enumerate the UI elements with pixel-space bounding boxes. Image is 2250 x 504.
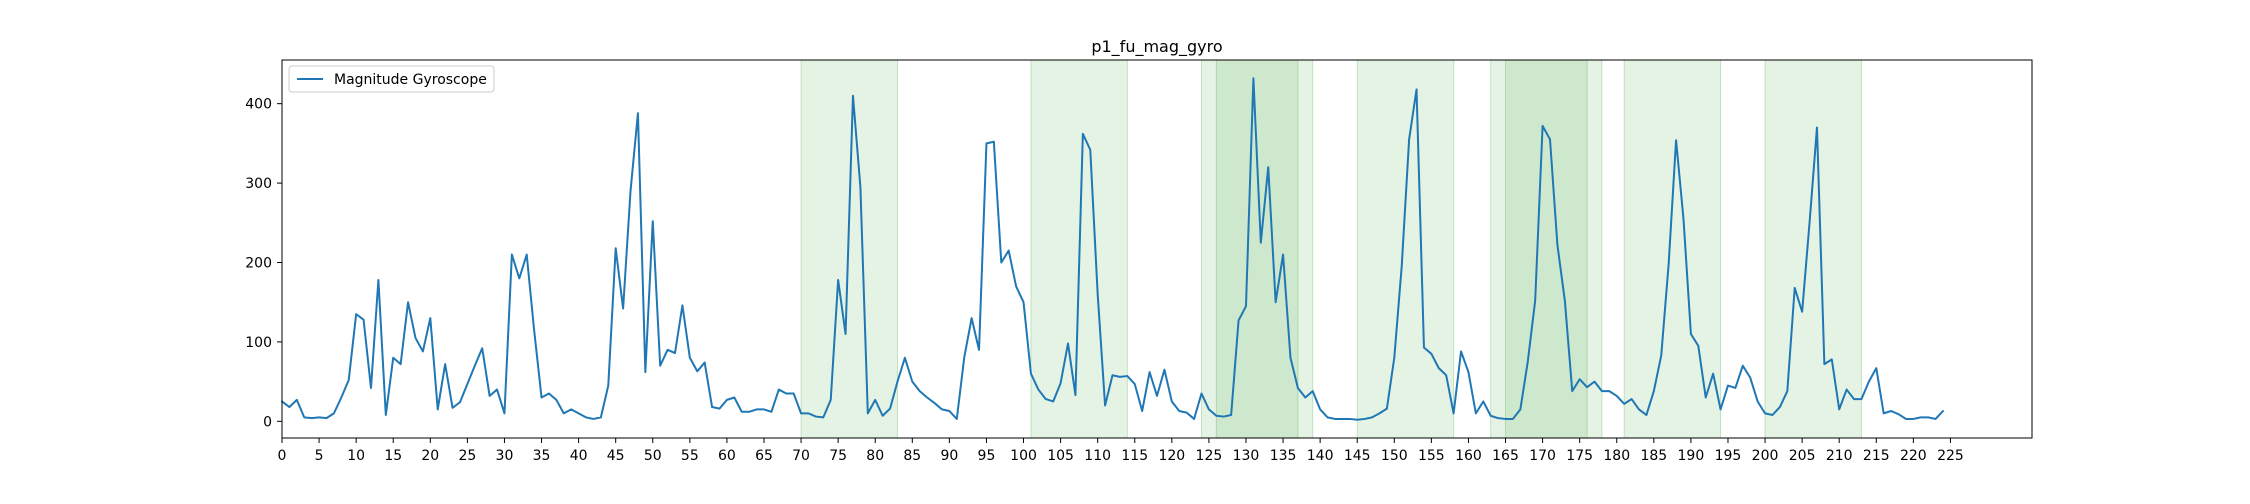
x-tick-label-40: 40 xyxy=(570,448,588,464)
x-tick-label-85: 85 xyxy=(903,448,921,464)
x-tick-label-140: 140 xyxy=(1307,448,1334,464)
x-tick-label-5: 5 xyxy=(315,448,324,464)
x-tick-label-190: 190 xyxy=(1678,448,1705,464)
shaded-region-0 xyxy=(800,59,898,439)
x-tick-label-225: 225 xyxy=(1937,448,1964,464)
x-tick-label-165: 165 xyxy=(1492,448,1519,464)
x-tick-label-45: 45 xyxy=(607,448,625,464)
x-tick-label-80: 80 xyxy=(866,448,884,464)
x-tick-label-70: 70 xyxy=(792,448,810,464)
shaded-region-8 xyxy=(1764,59,1862,439)
x-tick-label-95: 95 xyxy=(978,448,996,464)
x-tick-label-100: 100 xyxy=(1010,448,1037,464)
x-tick-label-10: 10 xyxy=(347,448,365,464)
chart-title: p1_fu_mag_gyro xyxy=(1091,37,1222,57)
x-tick-label-130: 130 xyxy=(1233,448,1260,464)
x-tick-label-25: 25 xyxy=(458,448,476,464)
legend-box xyxy=(288,65,495,93)
shaded-region-3 xyxy=(1215,59,1299,439)
x-tick-label-170: 170 xyxy=(1529,448,1556,464)
x-tick-label-145: 145 xyxy=(1344,448,1371,464)
y-tick-label-200: 200 xyxy=(245,256,272,272)
x-tick-label-205: 205 xyxy=(1789,448,1816,464)
x-tick-label-110: 110 xyxy=(1084,448,1111,464)
plot-area xyxy=(281,77,1945,421)
legend: Magnitude Gyroscope xyxy=(288,65,495,93)
series-line-0 xyxy=(281,77,1945,421)
x-tick-label-200: 200 xyxy=(1752,448,1779,464)
x-tick-label-220: 220 xyxy=(1900,448,1927,464)
legend-label: Magnitude Gyroscope xyxy=(334,72,487,88)
x-tick-label-135: 135 xyxy=(1270,448,1297,464)
x-tick-label-120: 120 xyxy=(1158,448,1185,464)
x-tick-label-160: 160 xyxy=(1455,448,1482,464)
axes-frame xyxy=(281,59,2033,439)
x-tick-label-55: 55 xyxy=(681,448,699,464)
x-tick-label-0: 0 xyxy=(278,448,287,464)
x-tick-label-15: 15 xyxy=(384,448,402,464)
x-tick-label-30: 30 xyxy=(496,448,514,464)
shaded-region-5 xyxy=(1490,59,1603,439)
x-tick-label-185: 185 xyxy=(1640,448,1667,464)
y-axis: 0 100 200 300 400 xyxy=(245,97,282,430)
x-tick-label-125: 125 xyxy=(1196,448,1223,464)
y-tick-label-300: 300 xyxy=(245,176,272,192)
x-tick-label-90: 90 xyxy=(940,448,958,464)
y-tick-label-0: 0 xyxy=(263,414,272,430)
x-tick-label-210: 210 xyxy=(1826,448,1853,464)
x-tick-label-115: 115 xyxy=(1121,448,1148,464)
x-axis: 0 5 10 15 20 25 30 35 40 45 50 55 60 65 70 75 80 85 90 95 10… xyxy=(278,438,1964,464)
x-tick-label-150: 150 xyxy=(1381,448,1408,464)
x-tick-label-180: 180 xyxy=(1603,448,1630,464)
x-tick-label-60: 60 xyxy=(718,448,736,464)
shaded-regions xyxy=(800,59,1862,439)
x-tick-label-215: 215 xyxy=(1863,448,1890,464)
x-tick-label-75: 75 xyxy=(829,448,847,464)
x-tick-label-65: 65 xyxy=(755,448,773,464)
shaded-region-7 xyxy=(1623,59,1722,439)
y-tick-label-400: 400 xyxy=(245,97,272,113)
x-tick-label-35: 35 xyxy=(533,448,551,464)
shaded-region-6 xyxy=(1505,59,1588,439)
x-tick-label-155: 155 xyxy=(1418,448,1445,464)
y-tick-label-100: 100 xyxy=(245,335,272,351)
shaded-region-4 xyxy=(1356,59,1455,439)
x-tick-label-20: 20 xyxy=(421,448,439,464)
x-tick-label-105: 105 xyxy=(1047,448,1074,464)
x-tick-label-50: 50 xyxy=(644,448,662,464)
x-tick-label-195: 195 xyxy=(1715,448,1742,464)
x-tick-label-175: 175 xyxy=(1566,448,1593,464)
